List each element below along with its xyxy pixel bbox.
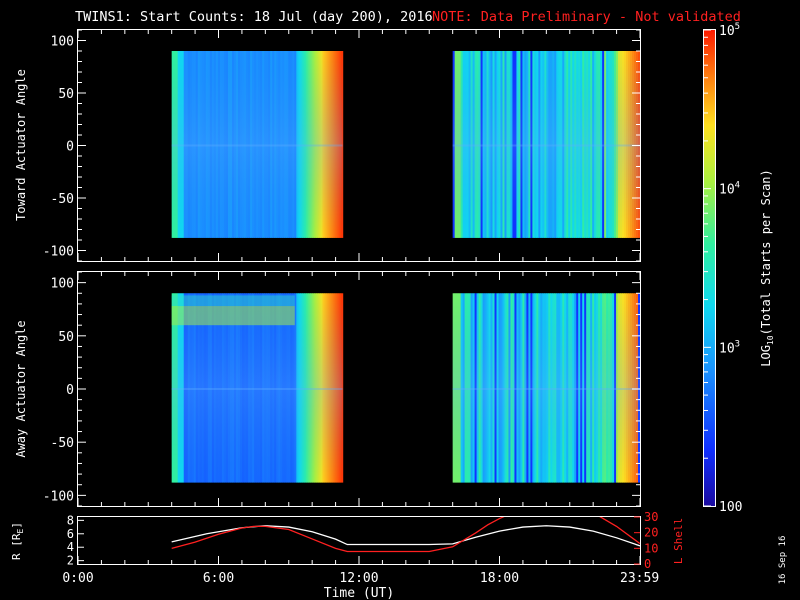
away-angle-frame xyxy=(77,271,641,507)
time-xtick-label: 6:00 xyxy=(203,571,234,586)
toward-ytick-label: 50 xyxy=(58,87,74,102)
time-xtick-label: 18:00 xyxy=(480,571,519,586)
colorbar-tick-exp: 5 xyxy=(735,22,740,32)
lshell-line xyxy=(599,517,640,545)
colorbar-tick-base: 10 xyxy=(719,183,735,198)
toward-angle-ticks: 100 50 0 -50 -100 xyxy=(43,29,641,262)
away-ytick-label: -50 xyxy=(51,436,74,451)
away-angle-heatmap xyxy=(171,293,641,483)
toward-heatmap-shade xyxy=(171,51,343,238)
colorbar-label-log: LOG xyxy=(759,345,773,367)
radius-ytick-label: 8 xyxy=(67,513,74,527)
colorbar-tick-label: 103 xyxy=(719,339,740,356)
colorbar-label: LOG10(Total Starts per Scan) xyxy=(759,169,775,367)
lshell-ytick-label: 0 xyxy=(644,557,651,571)
toward-angle-ylabel: Toward Actuator Angle xyxy=(14,69,28,221)
colorbar-label-sub: 10 xyxy=(766,335,775,345)
radius-ytick-label: 2 xyxy=(67,554,74,568)
radius-line xyxy=(171,525,640,547)
lshell-ytick-label: 20 xyxy=(644,526,658,540)
colorbar-label-rest: (Total Starts per Scan) xyxy=(759,169,773,335)
toward-angle-heatmap xyxy=(171,51,641,238)
away-ytick-label: 0 xyxy=(66,383,74,398)
lshell-ylabel: L Shell xyxy=(672,518,685,564)
colorbar-tick-label: 105 xyxy=(719,22,740,39)
toward-ytick-label: -50 xyxy=(51,192,74,207)
away-angle-panel: 100 50 0 -50 -100 Away Actuator Angle xyxy=(14,271,641,507)
lshell-ytick-label: 30 xyxy=(644,510,658,524)
away-heatmap-shade xyxy=(452,293,640,483)
radius-ytick-label: 4 xyxy=(67,540,74,554)
orbit-line-group xyxy=(171,517,640,553)
away-ytick-label: 100 xyxy=(51,277,74,292)
toward-ytick-label: 0 xyxy=(66,140,74,155)
toward-ytick-label: 100 xyxy=(51,35,74,50)
away-ytick-label: 50 xyxy=(58,330,74,345)
time-xlabel: Time (UT) xyxy=(324,586,394,600)
colorbar-tick-label: 104 xyxy=(719,181,740,198)
colorbar-tick-base: 10 xyxy=(719,24,735,39)
toward-heatmap-shade xyxy=(452,51,640,238)
orbit-frame xyxy=(77,516,641,565)
away-angle-ticks: 100 50 0 -50 -100 xyxy=(43,271,641,507)
colorbar-tick-exp: 4 xyxy=(735,181,740,191)
time-xtick-label: 23:59 xyxy=(620,571,659,586)
away-angle-ylabel: Away Actuator Angle xyxy=(14,320,28,457)
colorbar-gradient xyxy=(704,30,715,506)
radius-ylabel-main: R [R xyxy=(10,533,23,560)
date-stamp: 16 Sep 16 xyxy=(778,536,788,585)
time-xtick-label: 12:00 xyxy=(339,571,378,586)
toward-ytick-label: -100 xyxy=(43,245,74,260)
colorbar-tick-exp: 3 xyxy=(735,339,740,349)
figure-title: TWINS1: Start Counts: 18 Jul (day 200), … xyxy=(75,9,741,25)
time-xtick-label: 0:00 xyxy=(62,571,93,586)
radius-ylabel-sub: E xyxy=(16,528,25,533)
radius-ylabel-close: ] xyxy=(10,522,23,529)
colorbar-tick-base: 100 xyxy=(719,500,742,515)
colorbar-tick-label: 100 xyxy=(719,500,742,515)
radius-ytick-label: 6 xyxy=(67,527,74,541)
orbit-lines xyxy=(171,517,640,553)
colorbar-tick-base: 10 xyxy=(719,341,735,356)
title-main: TWINS1: Start Counts: 18 Jul (day 200), … xyxy=(75,9,433,25)
title-note: NOTE: Data Preliminary - Not validated xyxy=(432,9,741,25)
radius-ylabel: R [RE] xyxy=(10,522,25,560)
lshell-line xyxy=(171,517,505,553)
lshell-ytick-label: 10 xyxy=(644,541,658,555)
toward-angle-panel: 100 50 0 -50 -100 Toward Actuator Angle xyxy=(14,29,641,262)
toward-angle-frame xyxy=(77,29,641,262)
away-heatmap-shade xyxy=(171,293,343,483)
away-ytick-label: -100 xyxy=(43,489,74,504)
